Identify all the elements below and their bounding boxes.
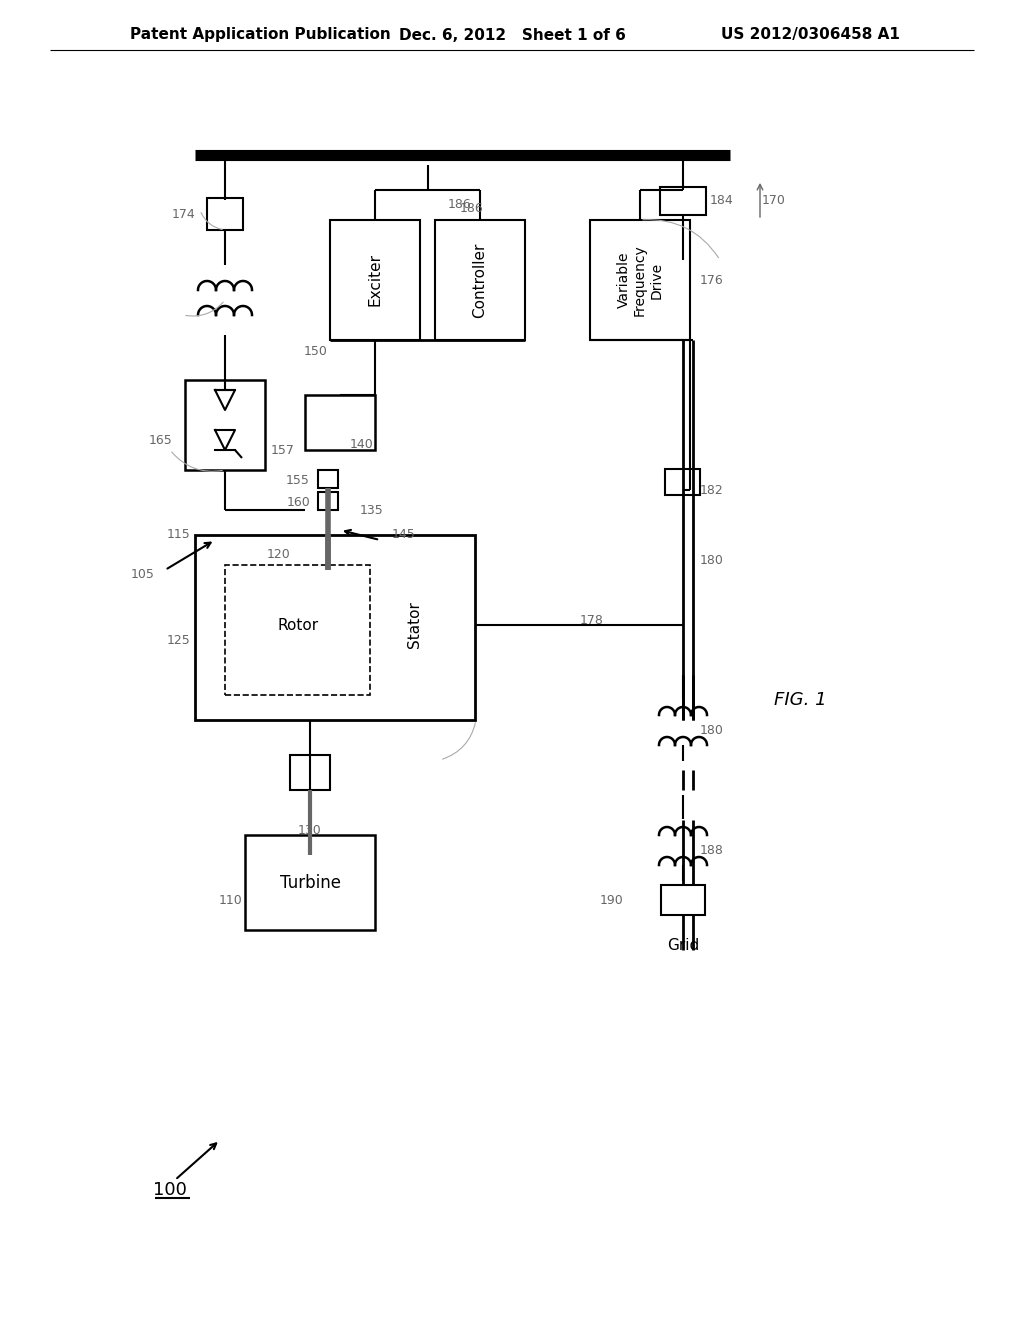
- Text: 150: 150: [304, 345, 328, 358]
- Text: 135: 135: [360, 503, 384, 516]
- Text: 165: 165: [148, 433, 172, 446]
- Text: 105: 105: [131, 569, 155, 582]
- FancyBboxPatch shape: [185, 380, 265, 470]
- Text: 157: 157: [271, 444, 295, 457]
- Text: FIG. 1: FIG. 1: [774, 690, 826, 709]
- Text: 100: 100: [153, 1181, 187, 1199]
- Text: 110: 110: [218, 894, 242, 907]
- Text: Stator: Stator: [408, 602, 423, 648]
- Text: 155: 155: [286, 474, 310, 487]
- Text: Exciter: Exciter: [368, 253, 383, 306]
- Text: 186: 186: [449, 198, 472, 211]
- FancyBboxPatch shape: [318, 492, 338, 510]
- FancyBboxPatch shape: [195, 535, 475, 719]
- Text: 186: 186: [460, 202, 483, 214]
- FancyBboxPatch shape: [590, 220, 690, 341]
- FancyBboxPatch shape: [330, 220, 420, 341]
- Text: US 2012/0306458 A1: US 2012/0306458 A1: [721, 28, 900, 42]
- Text: 115: 115: [166, 528, 190, 541]
- FancyBboxPatch shape: [290, 755, 330, 789]
- Text: Patent Application Publication: Patent Application Publication: [130, 28, 391, 42]
- Text: Dec. 6, 2012   Sheet 1 of 6: Dec. 6, 2012 Sheet 1 of 6: [398, 28, 626, 42]
- Text: 125: 125: [166, 634, 190, 647]
- FancyBboxPatch shape: [662, 884, 705, 915]
- Text: Controller: Controller: [472, 243, 487, 318]
- Text: Rotor: Rotor: [278, 618, 318, 632]
- FancyBboxPatch shape: [305, 395, 375, 450]
- Text: 184: 184: [710, 194, 734, 207]
- FancyBboxPatch shape: [665, 469, 700, 495]
- Text: Variable
Frequency
Drive: Variable Frequency Drive: [616, 244, 664, 315]
- Text: 170: 170: [762, 194, 785, 206]
- Text: 145: 145: [392, 528, 416, 541]
- FancyBboxPatch shape: [225, 565, 370, 696]
- Text: 160: 160: [287, 496, 310, 510]
- Text: Grid: Grid: [667, 937, 699, 953]
- FancyBboxPatch shape: [207, 198, 243, 230]
- Text: 182: 182: [700, 483, 724, 496]
- Text: 130: 130: [298, 824, 322, 837]
- Text: 178: 178: [580, 614, 604, 627]
- Text: 120: 120: [266, 549, 290, 561]
- FancyBboxPatch shape: [245, 836, 375, 931]
- Text: 180: 180: [700, 723, 724, 737]
- Text: 140: 140: [350, 438, 374, 451]
- Text: 188: 188: [700, 843, 724, 857]
- FancyBboxPatch shape: [318, 470, 338, 488]
- FancyBboxPatch shape: [435, 220, 525, 341]
- Text: 176: 176: [700, 273, 724, 286]
- Text: Turbine: Turbine: [280, 874, 341, 892]
- Text: 174: 174: [171, 207, 195, 220]
- FancyBboxPatch shape: [660, 187, 706, 215]
- Text: 190: 190: [599, 894, 623, 907]
- Text: 180: 180: [700, 553, 724, 566]
